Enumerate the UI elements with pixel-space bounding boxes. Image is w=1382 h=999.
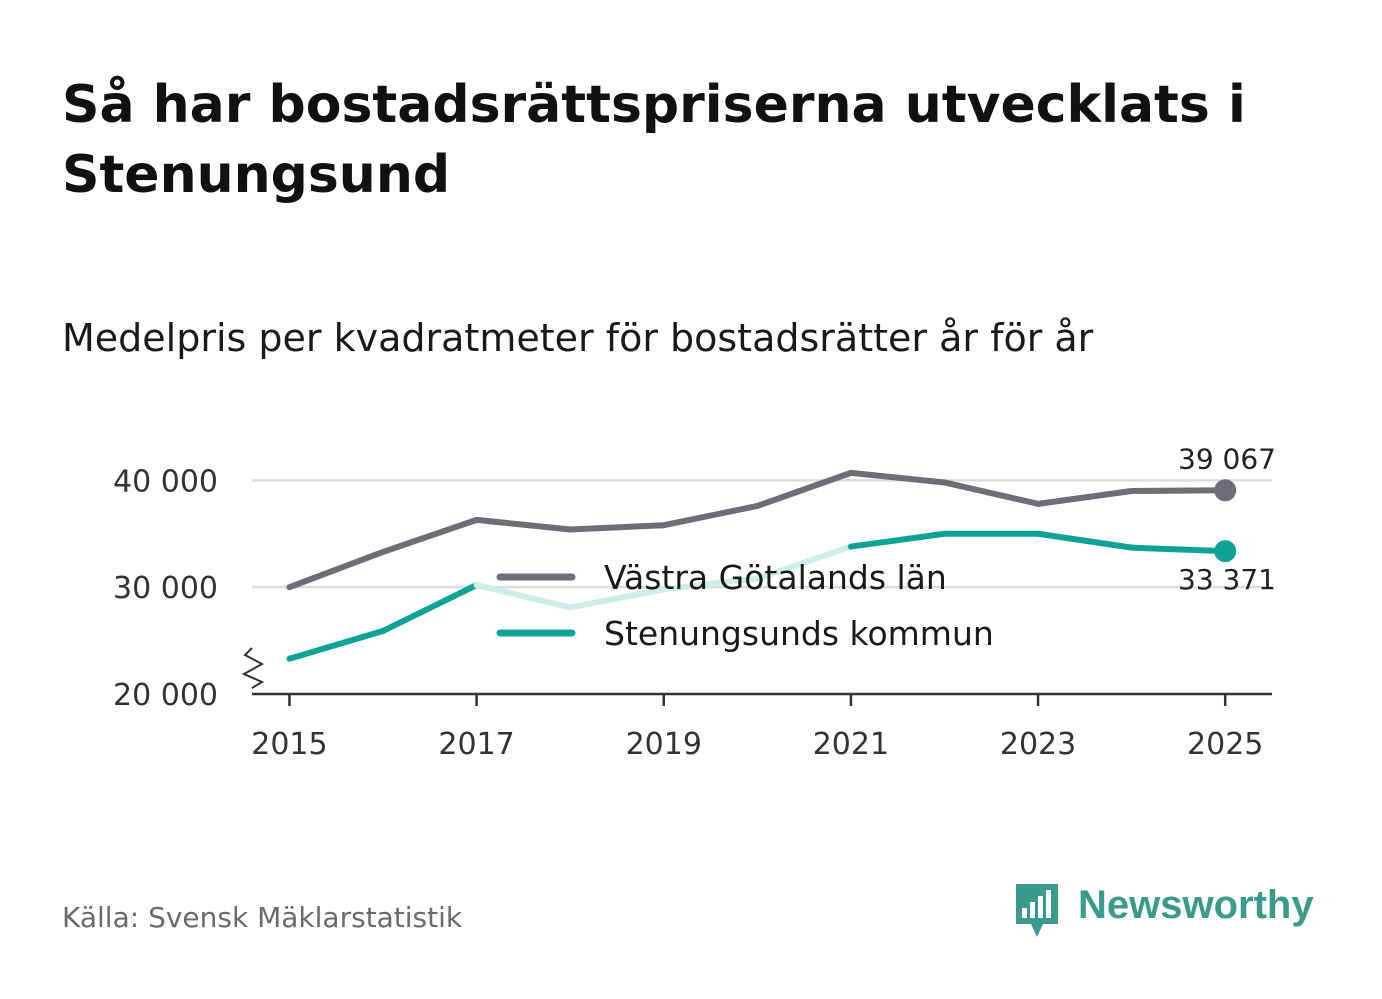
series-1-segment <box>286 548 387 591</box>
series-2-segment <box>847 530 948 550</box>
newsworthy-logo-icon <box>1016 884 1058 937</box>
series-2-end-point <box>1214 540 1237 563</box>
series-1-segment <box>847 469 948 486</box>
axis-layer: 20 000 30 000 40 000 2015 2017 2019 2021 2023 20… <box>113 464 1272 762</box>
chart-subtitle: Medelpris per kvadratmeter för bostadsrä… <box>62 316 1094 360</box>
series-1-segment <box>754 469 854 509</box>
x-tick-label: 2021 <box>813 727 889 762</box>
series-1-segment <box>941 479 1042 507</box>
grid-layer <box>252 479 1272 589</box>
legend-label: Västra Götalands län <box>604 558 947 597</box>
legend-label: Stenungsunds kommun <box>604 614 994 653</box>
series-1-segment <box>660 502 761 529</box>
series-2-end-label: 33 371 <box>1178 563 1276 596</box>
brand-logo[interactable]: Newsworthy <box>1012 880 1314 940</box>
x-tick-label: 2019 <box>626 727 702 762</box>
series-2-segment <box>1035 530 1135 551</box>
source-note: Källa: Svensk Mäklarstatistik <box>62 901 463 934</box>
series-2-segment <box>567 586 667 611</box>
y-tick-label: 40 000 <box>113 464 218 499</box>
series-2-segment <box>473 582 574 611</box>
brand-name: Newsworthy <box>1078 883 1314 927</box>
series-1-segment <box>567 522 667 533</box>
x-tick-label: 2017 <box>438 727 514 762</box>
series-1-segment <box>473 516 574 533</box>
series-1-segment <box>1035 488 1135 507</box>
x-tick-label: 2015 <box>251 727 327 762</box>
x-tick-label: 2025 <box>1187 727 1263 762</box>
axis-break-icon <box>241 647 265 689</box>
series-2-segment <box>754 543 854 582</box>
series-1-segment <box>380 516 480 555</box>
label-layer: 39 067 33 371 Västra Götalands län Stenungs… <box>496 442 1276 653</box>
series-2-segment <box>286 627 387 662</box>
series-1-segment <box>1128 487 1229 495</box>
series-layer <box>286 469 1237 662</box>
series-2-segment <box>380 582 480 634</box>
series-1-end-point <box>1214 479 1237 502</box>
series-2-segment <box>1128 544 1229 555</box>
series-2-segment <box>660 575 761 593</box>
x-tick-label: 2023 <box>1000 727 1076 762</box>
y-tick-label: 20 000 <box>113 678 218 713</box>
series-1-end-label: 39 067 <box>1178 442 1276 475</box>
y-tick-label: 30 000 <box>113 571 218 606</box>
chart-title: Så har bostadsrättspriserna utvecklats i… <box>62 75 1246 205</box>
